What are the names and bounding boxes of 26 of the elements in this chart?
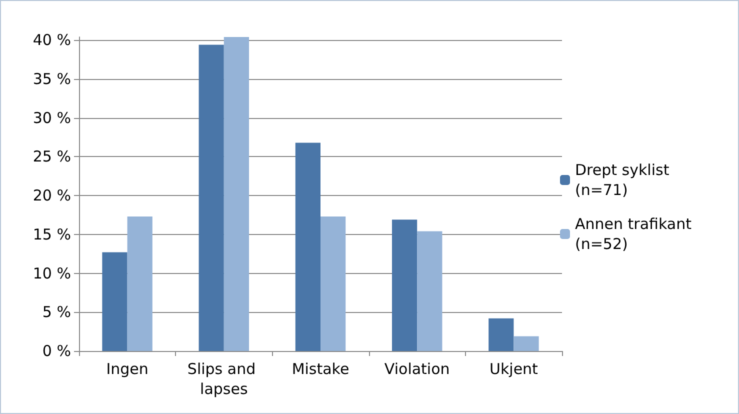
y-tick-label: 25 %: [32, 148, 71, 166]
x-tick-label: Violation: [384, 360, 450, 378]
bar: [417, 231, 442, 351]
x-tick-label: Mistake: [292, 360, 350, 378]
y-tick-label: 10 %: [32, 264, 71, 282]
bar: [224, 37, 250, 351]
x-tick-label: Slips and lapses: [187, 360, 260, 398]
x-tick-label: Ukjent: [489, 360, 538, 378]
x-tick-label: Ingen: [106, 360, 148, 378]
bar: [392, 220, 418, 351]
legend-label: Annen trafikant (n=52): [575, 215, 696, 253]
bar: [488, 318, 514, 351]
bar: [102, 252, 128, 351]
bar: [320, 216, 346, 351]
legend-label: Drept syklist (n=71): [575, 161, 674, 199]
bar: [295, 142, 320, 351]
bar: [127, 216, 152, 351]
y-tick-label: 35 %: [32, 70, 71, 88]
y-tick-label: 30 %: [32, 108, 71, 127]
y-tick-label: 5 %: [42, 303, 71, 322]
y-tick-label: 20 %: [32, 186, 71, 205]
y-tick-label: 15 %: [32, 225, 71, 244]
bar: [198, 44, 224, 351]
bar: [514, 336, 539, 351]
y-tick-label: 0 %: [42, 342, 71, 360]
y-tick-label: 40 %: [32, 31, 71, 50]
